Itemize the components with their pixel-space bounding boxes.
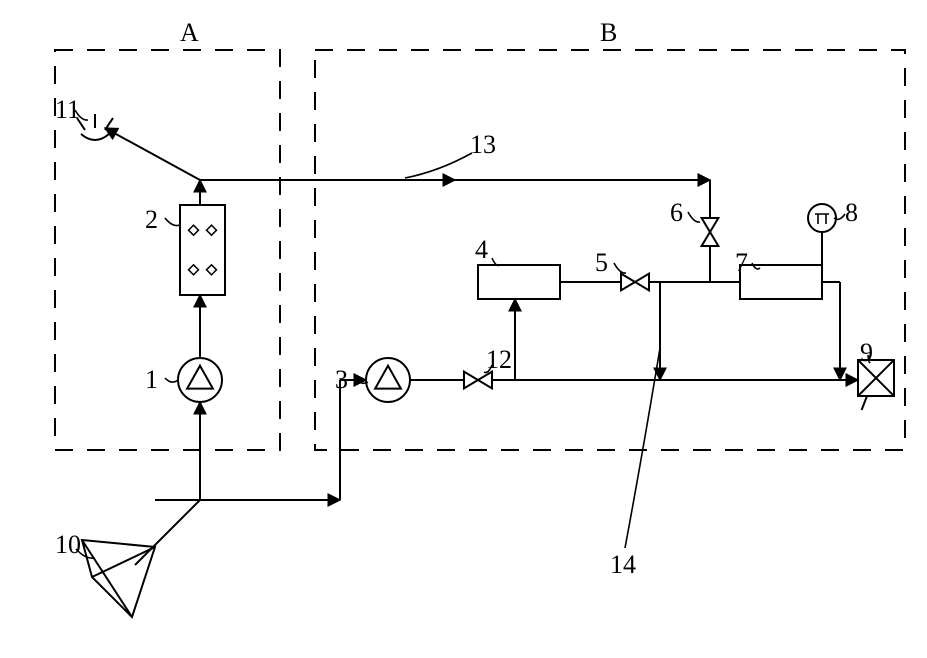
filter-2 [180, 205, 225, 295]
label-A: A [180, 18, 199, 48]
label-14: 14 [610, 550, 636, 580]
valve-5 [621, 274, 649, 291]
region-A [55, 50, 280, 450]
leader-lead-13 [405, 153, 472, 178]
label-2: 2 [145, 205, 158, 235]
leader-lead-2 [165, 218, 180, 226]
intake-10 [82, 540, 155, 617]
label-12: 12 [486, 345, 512, 375]
pump-3 [366, 358, 410, 402]
label-4: 4 [475, 235, 488, 265]
pump-1 [178, 358, 222, 402]
box-7 [740, 265, 822, 299]
label-3: 3 [335, 365, 348, 395]
label-B: B [600, 18, 617, 48]
edge [105, 128, 200, 180]
label-5: 5 [595, 248, 608, 278]
label-13: 13 [470, 130, 496, 160]
label-1: 1 [145, 365, 158, 395]
edge [135, 500, 200, 565]
label-6: 6 [670, 198, 683, 228]
box-4 [478, 265, 560, 299]
leader-lead-1 [165, 378, 178, 382]
leader-lead-6 [688, 212, 700, 222]
label-8: 8 [845, 198, 858, 228]
schematic-diagram [0, 0, 927, 658]
label-10: 10 [55, 530, 81, 560]
label-7: 7 [735, 248, 748, 278]
region-B [315, 50, 905, 450]
valve-6 [702, 218, 719, 246]
leader-lead-14 [625, 348, 660, 548]
leader-lead-7 [752, 263, 760, 269]
label-9: 9 [860, 338, 873, 368]
leader-lead-5 [614, 263, 626, 273]
gauge-8 [808, 204, 836, 232]
label-11: 11 [55, 95, 80, 125]
